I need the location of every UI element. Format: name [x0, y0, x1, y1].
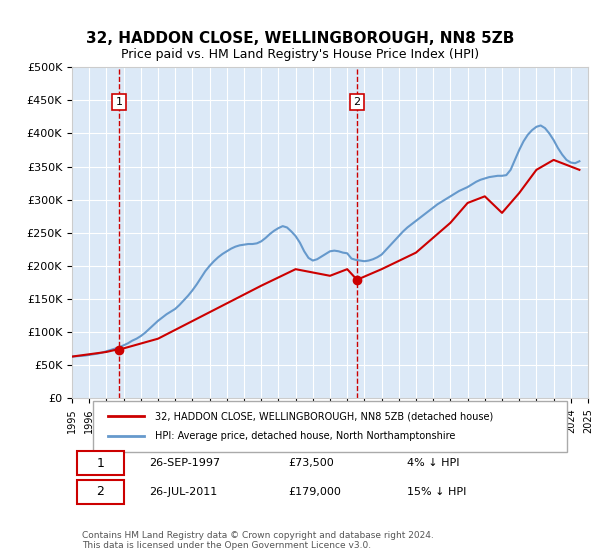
Text: 2: 2	[353, 97, 361, 107]
Text: 1: 1	[97, 456, 104, 469]
Text: 4% ↓ HPI: 4% ↓ HPI	[407, 458, 460, 468]
Text: 15% ↓ HPI: 15% ↓ HPI	[407, 487, 467, 497]
Text: 26-JUL-2011: 26-JUL-2011	[149, 487, 218, 497]
Text: £73,500: £73,500	[289, 458, 334, 468]
Text: £179,000: £179,000	[289, 487, 341, 497]
FancyBboxPatch shape	[92, 402, 568, 452]
Text: 1: 1	[116, 97, 122, 107]
FancyBboxPatch shape	[77, 479, 124, 503]
Text: 32, HADDON CLOSE, WELLINGBOROUGH, NN8 5ZB: 32, HADDON CLOSE, WELLINGBOROUGH, NN8 5Z…	[86, 31, 514, 46]
Text: Price paid vs. HM Land Registry's House Price Index (HPI): Price paid vs. HM Land Registry's House …	[121, 48, 479, 60]
Text: Contains HM Land Registry data © Crown copyright and database right 2024.
This d: Contains HM Land Registry data © Crown c…	[82, 531, 434, 550]
FancyBboxPatch shape	[77, 451, 124, 475]
Text: 26-SEP-1997: 26-SEP-1997	[149, 458, 221, 468]
Text: 2: 2	[97, 485, 104, 498]
Text: HPI: Average price, detached house, North Northamptonshire: HPI: Average price, detached house, Nort…	[155, 431, 455, 441]
Text: 32, HADDON CLOSE, WELLINGBOROUGH, NN8 5ZB (detached house): 32, HADDON CLOSE, WELLINGBOROUGH, NN8 5Z…	[155, 412, 493, 421]
